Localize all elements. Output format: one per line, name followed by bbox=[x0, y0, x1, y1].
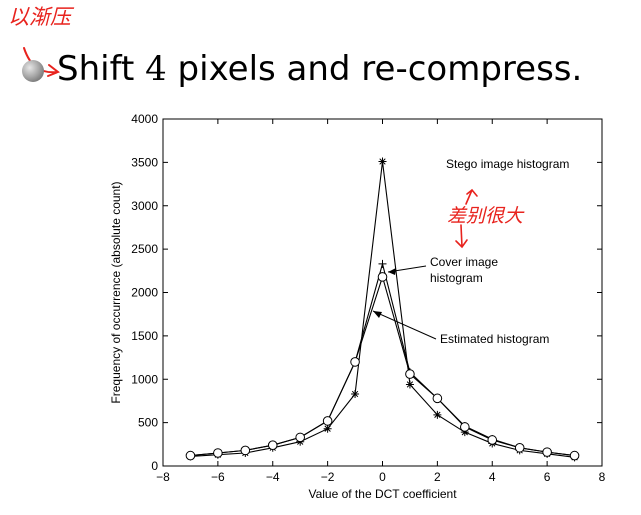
annotation-stego: Stego image histogram bbox=[446, 157, 569, 171]
data-point-estimated bbox=[350, 357, 360, 367]
handwritten-arrow-down-icon bbox=[455, 224, 468, 249]
x-tick-label: −2 bbox=[321, 470, 335, 484]
data-point-stego bbox=[433, 410, 442, 419]
data-point-cover bbox=[378, 259, 387, 268]
x-tick-label: 2 bbox=[434, 470, 441, 484]
handwritten-note-chart: 差别很大 bbox=[447, 205, 525, 227]
data-point-estimated bbox=[240, 445, 251, 456]
data-point-estimated bbox=[514, 442, 525, 453]
annotation-cover-line2: histogram bbox=[430, 271, 483, 285]
data-point-estimated bbox=[487, 435, 498, 445]
data-point-estimated bbox=[542, 447, 552, 457]
y-tick-label: 1000 bbox=[131, 372, 158, 386]
x-tick-label: 4 bbox=[489, 470, 496, 484]
data-point-estimated bbox=[295, 432, 305, 443]
x-tick-label: −8 bbox=[156, 470, 170, 484]
y-tick-label: 0 bbox=[151, 459, 158, 473]
data-point-stego bbox=[351, 389, 360, 398]
annotation-estimated: Estimated histogram bbox=[440, 332, 549, 346]
y-tick-label: 3500 bbox=[131, 155, 158, 169]
annotation-arrowhead-estimated bbox=[373, 311, 382, 318]
data-point-stego bbox=[378, 157, 387, 166]
data-point-estimated bbox=[377, 272, 388, 282]
data-point-estimated bbox=[460, 422, 470, 432]
bullet-text-part2: pixels and re-compress. bbox=[177, 49, 583, 89]
data-point-estimated bbox=[405, 369, 415, 379]
y-tick-label: 1500 bbox=[131, 329, 158, 343]
x-tick-label: −6 bbox=[211, 470, 225, 484]
x-tick-label: 6 bbox=[544, 470, 551, 484]
y-axis-label: Frequency of occurrence (absolute count) bbox=[109, 181, 123, 403]
x-tick-label: −4 bbox=[266, 470, 280, 484]
y-tick-label: 2500 bbox=[131, 242, 158, 256]
x-tick-label: 0 bbox=[379, 470, 386, 484]
y-tick-label: 4000 bbox=[131, 112, 158, 126]
series-line-1 bbox=[190, 261, 575, 457]
data-point-estimated bbox=[267, 440, 278, 450]
handwritten-note-top: 以渐压 bbox=[8, 5, 75, 29]
data-point-stego bbox=[460, 428, 469, 437]
data-point-estimated bbox=[322, 416, 333, 426]
data-point-estimated bbox=[432, 393, 443, 404]
data-point-stego bbox=[405, 380, 414, 389]
data-point-estimated bbox=[213, 448, 223, 458]
series-line-2 bbox=[190, 274, 575, 457]
y-tick-label: 2000 bbox=[131, 286, 158, 300]
data-point-estimated bbox=[185, 450, 196, 461]
data-point-estimated bbox=[569, 450, 580, 461]
bullet-text: Shift 4 pixels and re-compress. bbox=[57, 47, 582, 91]
bullet-number: 4 bbox=[145, 49, 167, 89]
plot-frame bbox=[162, 118, 603, 467]
y-tick-label: 500 bbox=[138, 416, 158, 430]
bullet-icon bbox=[22, 60, 44, 82]
annotation-arrow-estimated bbox=[372, 310, 437, 340]
bullet-text-part1: Shift bbox=[57, 49, 135, 89]
annotation-arrowhead-cover bbox=[388, 268, 396, 275]
handwritten-annotation: 以渐压 bbox=[8, 5, 75, 77]
x-axis-label: Value of the DCT coefficient bbox=[308, 487, 457, 501]
x-tick-label: 8 bbox=[599, 470, 606, 484]
data-point-stego bbox=[323, 424, 332, 433]
y-tick-label: 3000 bbox=[131, 199, 158, 213]
annotation-cover-line1: Cover image bbox=[430, 255, 498, 269]
handwritten-arrow-up-icon bbox=[465, 188, 478, 205]
